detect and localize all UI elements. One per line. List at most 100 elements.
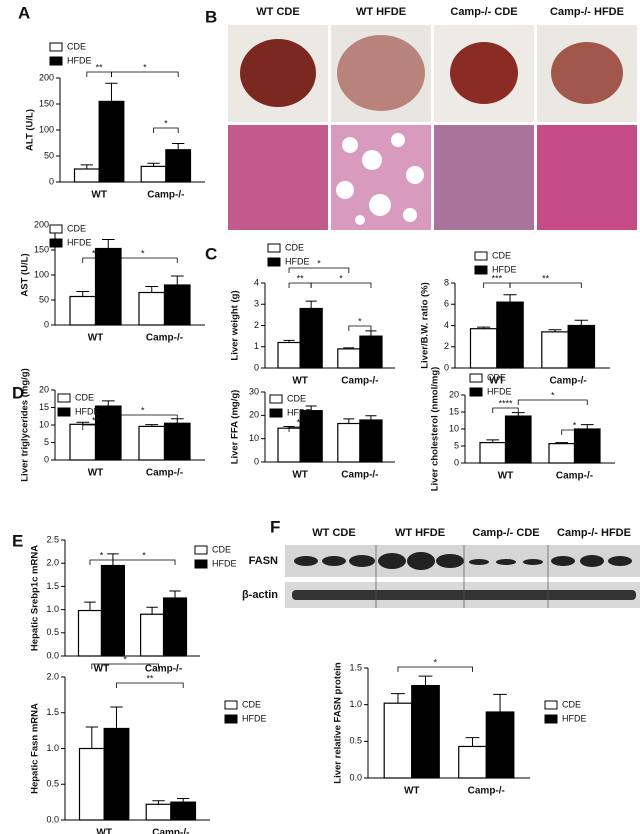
y-tick-label: 2: [254, 320, 259, 330]
legend-label: CDE: [285, 242, 304, 252]
y-tick-label: 4: [444, 320, 449, 330]
error-bar: [76, 421, 90, 425]
legend-swatch: [49, 238, 63, 248]
significance-bracket: [82, 424, 109, 430]
legend-label: CDE: [67, 41, 86, 51]
y-tick-label: 10: [449, 423, 459, 433]
bar-chart: 0.0 0.5 1.0 1.5 2.0 Hepatic Fasn mRNA WT Camp-/…: [30, 654, 267, 834]
legend-swatch: [544, 714, 558, 724]
significance-label: **: [542, 273, 550, 283]
x-tick-label: WT: [88, 333, 104, 344]
error-bar: [580, 424, 594, 429]
x-tick-label: WT: [96, 828, 112, 834]
panel-label: A: [18, 3, 30, 22]
y-tick-label: 50: [44, 150, 54, 160]
error-bar: [145, 286, 159, 293]
legend-label: CDE: [67, 223, 86, 233]
significance-label: *: [100, 550, 104, 560]
x-tick-label: WT: [94, 664, 110, 675]
legend-swatch: [57, 407, 71, 417]
error-bar: [477, 326, 491, 329]
error-bar: [101, 400, 115, 407]
significance-bracket: [310, 282, 372, 288]
legend-label: CDE: [212, 544, 231, 554]
bar: [567, 324, 596, 369]
error-bar: [146, 606, 158, 615]
x-tick-label: WT: [292, 470, 308, 481]
y-axis-title: Liver FFA (mg/g): [230, 390, 241, 465]
significance-bracket: [112, 559, 176, 565]
significance-bracket: [89, 559, 114, 565]
bar: [458, 745, 487, 779]
y-tick-label: 15: [449, 406, 459, 416]
x-tick-label: WT: [292, 376, 308, 387]
y-tick-label: 0: [254, 456, 259, 466]
bar: [479, 442, 507, 464]
y-tick-label: 150: [39, 98, 54, 108]
panel-label: E: [12, 531, 23, 550]
bar: [383, 702, 413, 779]
bar: [359, 419, 383, 463]
error-bar: [305, 300, 317, 309]
bar: [485, 711, 515, 779]
x-tick-label: WT: [498, 471, 514, 482]
bar: [78, 747, 105, 821]
y-axis-title: Liver cholesterol (nmol/mg): [430, 367, 441, 492]
error-bar: [305, 405, 317, 411]
x-tick-label: WT: [91, 190, 107, 201]
error-bar: [147, 162, 160, 167]
error-bar: [110, 706, 123, 729]
bar: [69, 295, 97, 326]
bar: [163, 284, 191, 326]
error-bar: [80, 164, 93, 169]
significance-bracket: [288, 282, 312, 288]
legend-swatch: [267, 257, 281, 267]
bar: [496, 301, 524, 369]
significance-bracket: [288, 267, 350, 273]
legend-label: CDE: [75, 392, 94, 402]
bar: [411, 684, 440, 779]
significance-label: *: [141, 405, 145, 415]
significance-label: *: [142, 550, 146, 560]
legend-swatch: [224, 700, 238, 710]
y-tick-label: 1.5: [349, 662, 362, 672]
x-tick-label: Camp-/-: [145, 664, 182, 675]
legend-swatch: [269, 394, 283, 404]
y-tick-label: 5: [44, 437, 49, 447]
significance-label: *: [143, 62, 147, 72]
legend-swatch: [49, 42, 63, 52]
bar: [548, 443, 576, 464]
significance-bracket: [348, 325, 372, 331]
bar: [138, 425, 166, 461]
y-axis-title: Liver/B.W. ratio (%): [420, 282, 431, 369]
legend-label: HFDE: [212, 558, 237, 568]
significance-label: *: [358, 316, 362, 326]
y-tick-label: 2.5: [46, 534, 59, 544]
error-bar: [84, 601, 96, 611]
significance-label: **: [92, 248, 100, 258]
significance-bracket: [107, 257, 178, 263]
y-tick-label: 15: [39, 402, 49, 412]
bar: [145, 803, 172, 821]
bar: [170, 801, 197, 821]
legend-swatch: [194, 545, 208, 555]
y-tick-label: 1.5: [46, 707, 59, 717]
column-header: Camp-/- CDE: [450, 6, 517, 18]
y-tick-label: 6: [444, 299, 449, 309]
significance-bracket: [561, 429, 588, 435]
error-bar: [574, 319, 588, 326]
x-tick-label: WT: [88, 468, 104, 479]
panel-label: F: [270, 517, 280, 536]
y-tick-label: 1.5: [46, 581, 59, 591]
column-header: WT CDE: [256, 6, 299, 18]
error-bar: [76, 291, 90, 297]
x-tick-label: Camp-/-: [550, 376, 587, 387]
x-tick-label: WT: [489, 376, 505, 387]
x-tick-label: WT: [404, 786, 420, 797]
significance-bracket: [288, 426, 312, 432]
legend-swatch: [269, 408, 283, 418]
error-bar: [177, 798, 190, 803]
y-tick-label: 0.0: [46, 814, 59, 824]
significance-bracket: [397, 666, 473, 672]
